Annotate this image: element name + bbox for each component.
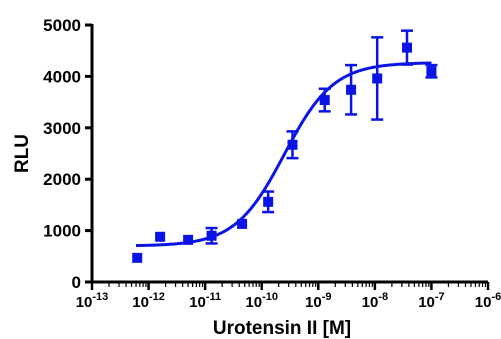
x-tick-exponent: -13	[92, 291, 108, 303]
x-tick-base: 10	[362, 294, 379, 311]
y-tick-label: 2000	[43, 170, 81, 189]
x-tick-exponent: -8	[378, 291, 388, 303]
x-tick-base: 10	[245, 294, 262, 311]
y-tick-label: 1000	[43, 222, 81, 241]
plot-area	[132, 29, 438, 263]
x-tick-exponent: -11	[206, 291, 221, 303]
x-tick-exponent: -9	[322, 291, 332, 303]
x-axis-title: Urotensin II [M]	[213, 318, 351, 339]
x-tick-exponent: -7	[435, 291, 445, 303]
x-tick-label: 10-13	[76, 291, 109, 311]
data-point	[237, 218, 248, 229]
x-tick-label: 10-11	[189, 291, 221, 311]
data-point	[206, 230, 217, 241]
data-point	[287, 139, 298, 150]
data-point	[155, 231, 166, 242]
data-point	[183, 234, 194, 245]
data-point	[402, 42, 413, 53]
y-tick-label: 5000	[43, 16, 81, 35]
data-point	[426, 66, 437, 77]
x-tick-base: 10	[189, 294, 206, 311]
x-tick-exponent: -12	[149, 291, 165, 303]
y-tick-label: 3000	[43, 119, 81, 138]
x-tick-exponent: -10	[262, 291, 278, 303]
x-tick-label: 10-12	[132, 291, 165, 311]
data-point	[263, 196, 274, 207]
data-point	[319, 95, 330, 106]
x-tick-label: 10-10	[245, 291, 278, 311]
x-tick-base: 10	[76, 294, 93, 311]
data-point	[132, 252, 143, 263]
x-tick-base: 10	[132, 294, 149, 311]
x-tick-label: 10-9	[305, 291, 331, 311]
y-axis-ticks: 0 1000 2000 3000 4000 5000	[43, 16, 92, 292]
x-tick-label: 10-7	[418, 291, 444, 311]
x-axis-ticks: 10-13 10-12 10-11 10-10 10-9 10-8 10-7 10-6	[76, 282, 501, 311]
x-tick-exponent: -6	[491, 291, 501, 303]
data-point	[372, 73, 383, 84]
y-axis-title: RLU	[12, 134, 33, 173]
x-tick-label: 10-8	[362, 291, 388, 311]
data-point	[346, 84, 357, 95]
x-tick-label: 10-6	[475, 291, 501, 311]
x-tick-base: 10	[475, 294, 492, 311]
x-tick-base: 10	[305, 294, 322, 311]
fit-curve	[135, 61, 432, 248]
y-tick-label: 0	[72, 273, 81, 292]
x-tick-base: 10	[418, 294, 435, 311]
y-tick-label: 4000	[43, 67, 81, 86]
